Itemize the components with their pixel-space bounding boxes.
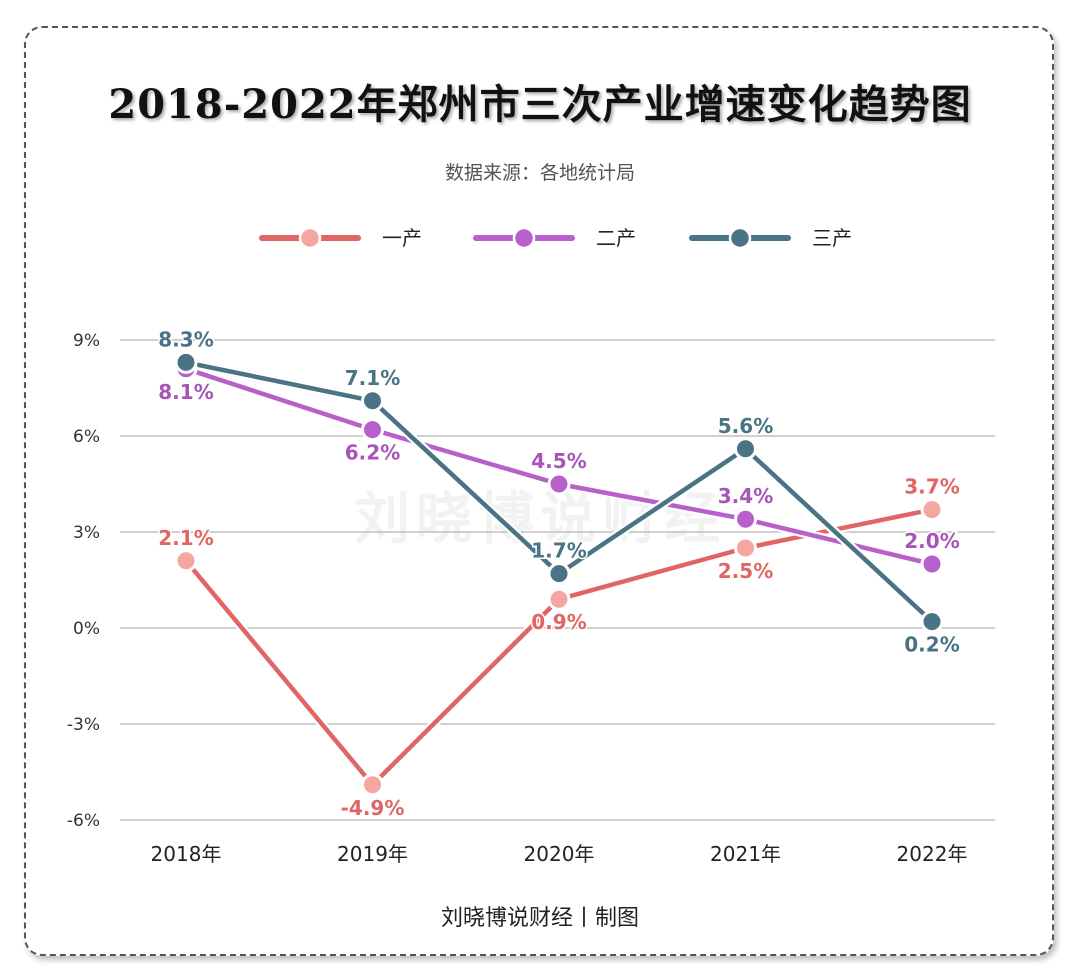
data-point — [734, 507, 757, 531]
y-tick-label: -6% — [67, 811, 100, 831]
data-label: 2.0% — [904, 529, 959, 553]
data-label: 1.7% — [531, 539, 586, 563]
chart-card — [24, 26, 1054, 956]
chart-subtitle: 数据来源：各地统计局 — [444, 162, 635, 184]
data-point — [361, 418, 384, 442]
data-label: 3.7% — [904, 475, 959, 499]
data-label: 4.5% — [531, 449, 586, 473]
data-point — [547, 587, 571, 611]
x-tick-label: 2022年 — [897, 842, 968, 866]
data-point — [361, 389, 384, 413]
data-label: 7.1% — [345, 366, 400, 390]
legend-marker — [728, 226, 752, 250]
data-label: 2.1% — [158, 526, 213, 550]
y-tick-label: 9% — [73, 331, 100, 351]
chart-title: 2018-2022年郑州市三次产业增速变化趋势图 — [108, 81, 972, 128]
y-tick-label: -3% — [67, 715, 100, 735]
data-point — [734, 437, 757, 461]
legend-label: 二产 — [596, 226, 636, 250]
data-label: 3.4% — [718, 484, 773, 508]
x-tick-label: 2018年 — [151, 842, 222, 866]
data-label: 8.3% — [158, 327, 213, 351]
x-tick-label: 2020年 — [524, 842, 595, 866]
data-point — [920, 552, 944, 576]
data-label: 8.1% — [158, 380, 213, 404]
data-point — [547, 472, 571, 496]
y-tick-label: 3% — [73, 523, 100, 543]
data-label: 6.2% — [345, 441, 400, 465]
legend-marker — [512, 226, 536, 250]
x-tick-label: 2021年 — [710, 842, 781, 866]
y-tick-label: 0% — [73, 619, 100, 639]
data-point — [174, 549, 198, 573]
data-label: 2.5% — [718, 559, 773, 583]
data-label: -4.9% — [341, 796, 405, 820]
x-tick-label: 2019年 — [337, 842, 408, 866]
data-point — [174, 350, 198, 374]
legend-marker — [298, 226, 322, 250]
watermark: 刘晓博说财经 — [354, 487, 726, 552]
y-tick-label: 6% — [73, 427, 100, 447]
data-point — [547, 562, 571, 586]
legend-label: 三产 — [812, 226, 852, 250]
data-label: 0.2% — [904, 633, 959, 657]
data-point — [920, 610, 944, 634]
data-label: 5.6% — [718, 414, 773, 438]
data-point — [361, 773, 384, 797]
legend-label: 一产 — [382, 226, 422, 250]
chart-footer: 刘晓博说财经丨制图 — [440, 906, 639, 931]
data-label: 0.9% — [531, 610, 586, 634]
data-point — [920, 498, 944, 522]
data-point — [734, 536, 757, 560]
